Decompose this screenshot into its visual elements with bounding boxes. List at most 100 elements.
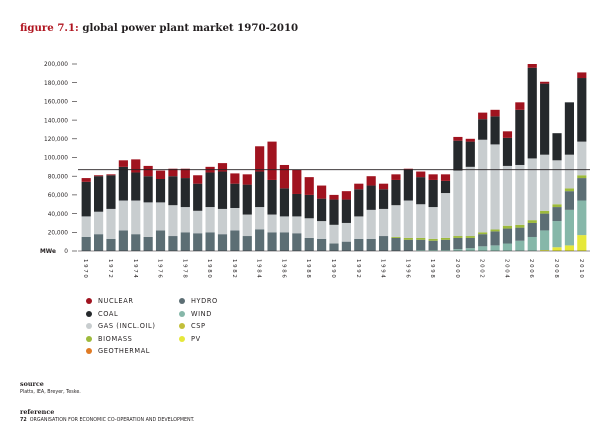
bar-segment-hydro <box>428 240 438 251</box>
legend-label: CSP <box>191 322 206 330</box>
legend-swatch <box>86 335 92 342</box>
bar-segment-hydro <box>193 233 203 251</box>
bar-segment-hydro <box>540 213 550 231</box>
bar-segment-hydro <box>577 178 587 201</box>
bar-segment-nuclear <box>81 178 91 182</box>
y-tick-label: 100,000 <box>44 156 68 162</box>
bar-segment-biomass <box>527 220 537 223</box>
x-tick-label: 1 9 8 0 <box>206 259 212 278</box>
source-heading: source <box>20 380 44 388</box>
bar-segment-gas-incl-oil <box>515 164 525 225</box>
y-tick-label: 80,000 <box>48 174 69 180</box>
bar-segment-hydro <box>131 234 141 251</box>
bar-segment-hydro <box>416 239 426 251</box>
x-tick-label: 1 9 8 2 <box>231 259 237 278</box>
stacked-bar-chart: MWe 0 20,000 40,000 60,000 80,000 100,000 120,0… <box>40 62 590 278</box>
bar-segment-nuclear <box>540 81 550 84</box>
bar-segment-coal <box>354 189 364 217</box>
x-tick-label: 1 9 7 2 <box>107 259 113 278</box>
source-text: Platts, IEA, Breyer, Teske. <box>20 390 81 395</box>
bar-segment-gas-incl-oil <box>255 207 265 230</box>
bar-segment-nuclear <box>106 174 116 176</box>
bar-segment-biomass <box>577 175 587 179</box>
y-tick-label: 120,000 <box>44 137 68 143</box>
bar-segment-coal <box>317 198 327 222</box>
bar-segment-wind <box>502 243 513 251</box>
bar-segment-coal <box>465 141 475 167</box>
bar-segment-pv <box>564 245 574 251</box>
legend-swatch <box>86 348 92 354</box>
legend-label: NUCLEAR <box>98 297 134 305</box>
bar-segment-gas-incl-oil <box>403 200 413 238</box>
bar-segment-nuclear <box>304 177 314 195</box>
legend-label: PV <box>191 334 201 343</box>
bar-segment-gas-incl-oil <box>94 211 104 235</box>
bar-segment-gas-incl-oil <box>205 207 215 233</box>
bar-segment-gas-incl-oil <box>131 200 141 235</box>
bar-segment-coal <box>81 181 91 217</box>
bar-segment-hydro <box>94 234 104 251</box>
bar-segment-nuclear <box>341 191 351 200</box>
bar-segment-hydro <box>465 237 475 249</box>
reference-line: 72 ORGANISATION FOR ECONOMIC CO-OPERATIO… <box>20 418 195 423</box>
bar-segment-wind <box>453 249 463 251</box>
bar-segment-coal <box>131 172 141 201</box>
x-tick-label: 2 0 1 0 <box>578 259 584 278</box>
bar-segment-hydro <box>155 230 166 251</box>
reference-text: ORGANISATION FOR ECONOMIC CO-OPERATION A… <box>29 418 195 423</box>
bar-segment-hydro <box>292 233 302 251</box>
bar-segment-coal <box>106 175 116 209</box>
chart-title: figure 7.1: global power plant market 19… <box>20 22 298 34</box>
bar-segment-coal <box>366 185 376 210</box>
bar-segment-nuclear <box>279 164 290 189</box>
bar-segment-hydro <box>354 238 364 251</box>
bar-segment-coal <box>564 102 574 155</box>
bar-segment-coal <box>478 119 488 140</box>
bar-segment-gas-incl-oil <box>577 141 587 176</box>
bar-segment-nuclear <box>155 170 166 179</box>
bar-segment-nuclear <box>255 146 265 172</box>
legend-swatch <box>179 323 185 329</box>
bar-segment-gas-incl-oil <box>317 221 327 239</box>
bar-segment-coal <box>378 189 389 209</box>
bar-segment-pv <box>540 250 550 251</box>
bar-segment-coal <box>453 140 463 171</box>
bar-segment-biomass <box>416 237 426 240</box>
legend-swatch <box>179 310 185 317</box>
bar-segment-gas-incl-oil <box>242 214 252 237</box>
legend-label: GEOTHERMAL <box>98 347 151 355</box>
bar-segment-biomass <box>440 237 451 240</box>
bar-segment-gas-incl-oil <box>453 170 463 237</box>
bar-segment-nuclear <box>317 185 327 199</box>
bar-segment-coal <box>267 179 277 215</box>
bar-segment-gas-incl-oil <box>465 166 475 237</box>
bar-segment-biomass <box>428 238 438 241</box>
legend-label: HYDRO <box>191 297 218 305</box>
y-tick-label: 0 <box>64 249 68 255</box>
bar-segment-wind <box>416 250 426 251</box>
bar-segment-hydro <box>267 232 277 251</box>
bar-segment-coal <box>577 78 587 142</box>
bar-segment-nuclear <box>118 160 128 167</box>
legend-label: BIOMASS <box>98 334 133 343</box>
bar-segment-nuclear <box>366 176 376 186</box>
bar-segment-wind <box>428 250 438 251</box>
bar-segment-gas-incl-oil <box>155 202 166 231</box>
legend-label: WIND <box>191 309 212 318</box>
bar-segment-gas-incl-oil <box>81 216 91 237</box>
bar-segment-hydro <box>106 238 116 251</box>
bar-segment-hydro <box>564 191 574 210</box>
bar-segment-hydro <box>515 227 525 241</box>
bar-segment-biomass <box>391 236 401 238</box>
bar-segment-hydro <box>490 231 500 246</box>
bar-segment-nuclear <box>329 194 339 200</box>
bar-segment-gas-incl-oil <box>440 193 451 238</box>
bar-segment-nuclear <box>193 175 203 184</box>
bar-segment-hydro <box>453 237 463 250</box>
bar-segment-hydro <box>403 239 413 251</box>
bar-segment-wind <box>515 240 525 251</box>
x-tick-label: 1 9 9 6 <box>404 259 410 278</box>
legend-swatch <box>179 335 185 342</box>
bar-segment-biomass <box>502 225 513 229</box>
bar-segment-pv <box>577 235 587 251</box>
